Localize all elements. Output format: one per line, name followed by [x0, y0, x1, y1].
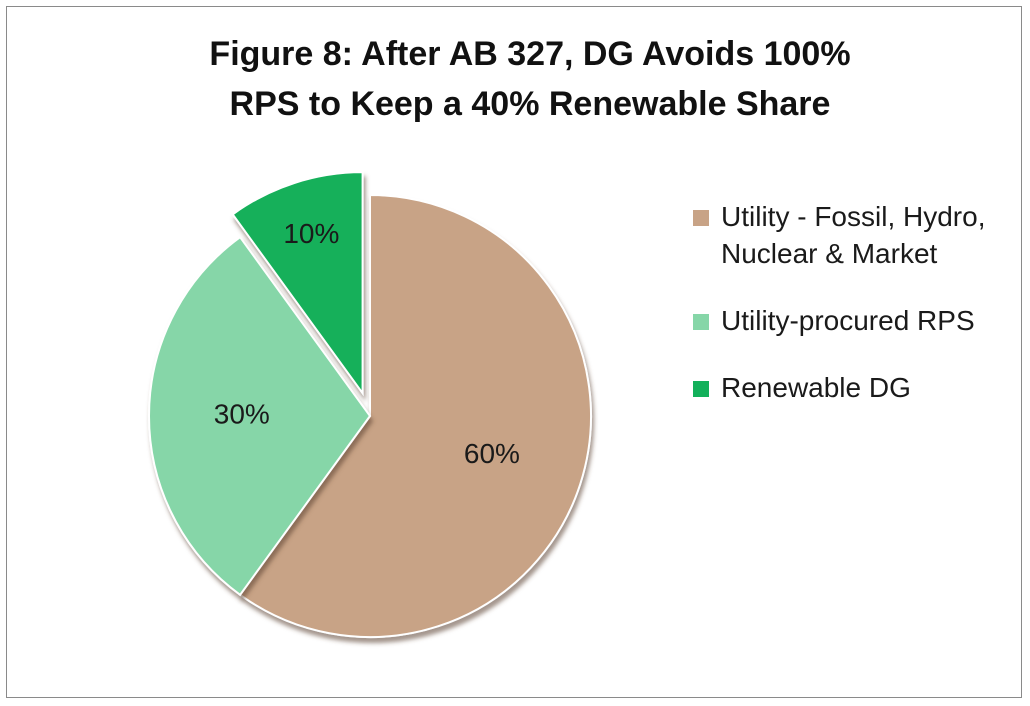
legend-label: Utility - Fossil, Hydro, Nuclear & Marke…	[721, 201, 986, 269]
legend: Utility - Fossil, Hydro, Nuclear & Marke…	[693, 198, 993, 436]
legend-item: Renewable DG	[693, 369, 993, 406]
slice-label: 10%	[283, 218, 339, 249]
legend-swatch	[693, 314, 709, 330]
slice-label: 60%	[464, 438, 520, 469]
pie-slice	[231, 171, 364, 397]
legend-label: Renewable DG	[721, 372, 911, 403]
legend-swatch	[693, 210, 709, 226]
slice-label: 30%	[214, 398, 270, 429]
legend-swatch	[693, 381, 709, 397]
pie-slice	[147, 235, 372, 597]
legend-item: Utility - Fossil, Hydro, Nuclear & Marke…	[693, 198, 993, 272]
chart-title: Figure 8: After AB 327, DG Avoids 100%	[209, 35, 850, 73]
pie-slice	[238, 193, 592, 638]
legend-item: Utility-procured RPS	[693, 302, 993, 339]
chart-title: RPS to Keep a 40% Renewable Share	[230, 85, 831, 123]
pie: 60% 30% 10%	[147, 171, 592, 638]
chart-frame	[6, 6, 1022, 698]
legend-label: Utility-procured RPS	[721, 305, 975, 336]
